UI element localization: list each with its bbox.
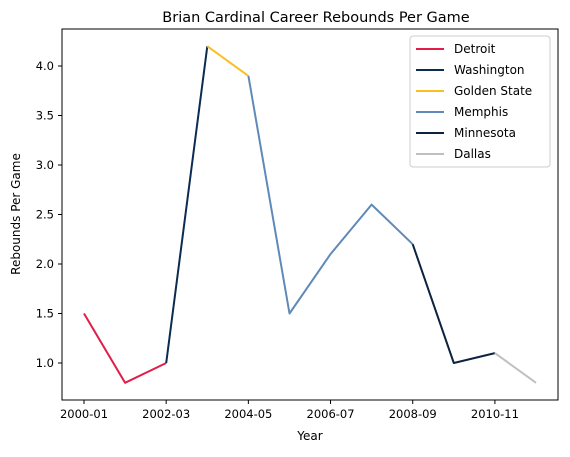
y-tick-label-3: 2.5 bbox=[36, 208, 54, 222]
series-line-detroit bbox=[83, 312, 167, 384]
chart-title: Brian Cardinal Career Rebounds Per Game bbox=[162, 10, 469, 26]
y-tick-label-6: 4.0 bbox=[36, 59, 54, 73]
x-tick-label-1: 2002-03 bbox=[142, 407, 190, 421]
series-line-golden-state bbox=[206, 45, 249, 77]
x-axis-label: Year bbox=[296, 429, 322, 443]
y-tick-label-1: 1.5 bbox=[36, 307, 54, 321]
legend: Detroit Washington Golden State Memphis Minn… bbox=[409, 35, 551, 168]
legend-box bbox=[409, 35, 551, 168]
legend-label-memphis: Memphis bbox=[454, 105, 508, 119]
x-axis: 2000-01 2002-03 2004-05 2006-07 2008-09 2010-… bbox=[60, 400, 519, 421]
y-axis: 1.0 1.5 2.0 2.5 3.0 3.5 4.0 bbox=[36, 59, 62, 370]
legend-label-minnesota: Minnesota bbox=[454, 126, 516, 140]
series-line-dallas bbox=[494, 352, 537, 384]
y-tick-label-0: 1.0 bbox=[36, 356, 54, 370]
x-tick-label-2: 2004-05 bbox=[224, 407, 272, 421]
y-axis-label: Rebounds Per Game bbox=[9, 153, 23, 275]
series-line-washington bbox=[165, 46, 209, 364]
x-tick-label-5: 2010-11 bbox=[471, 407, 519, 421]
x-tick-label-4: 2008-09 bbox=[389, 407, 437, 421]
legend-label-golden-state: Golden State bbox=[454, 84, 532, 98]
y-tick-label-2: 2.0 bbox=[36, 257, 54, 271]
x-tick-label-0: 2000-01 bbox=[60, 407, 108, 421]
legend-label-washington: Washington bbox=[454, 63, 525, 77]
series-line-memphis bbox=[247, 75, 414, 315]
legend-label-detroit: Detroit bbox=[454, 42, 496, 56]
y-tick-label-5: 3.5 bbox=[36, 109, 54, 123]
series-lines bbox=[83, 45, 537, 384]
y-tick-label-4: 3.0 bbox=[36, 158, 54, 172]
series-line-minnesota bbox=[411, 243, 496, 364]
x-tick-label-3: 2006-07 bbox=[307, 407, 355, 421]
legend-label-dallas: Dallas bbox=[454, 147, 491, 161]
